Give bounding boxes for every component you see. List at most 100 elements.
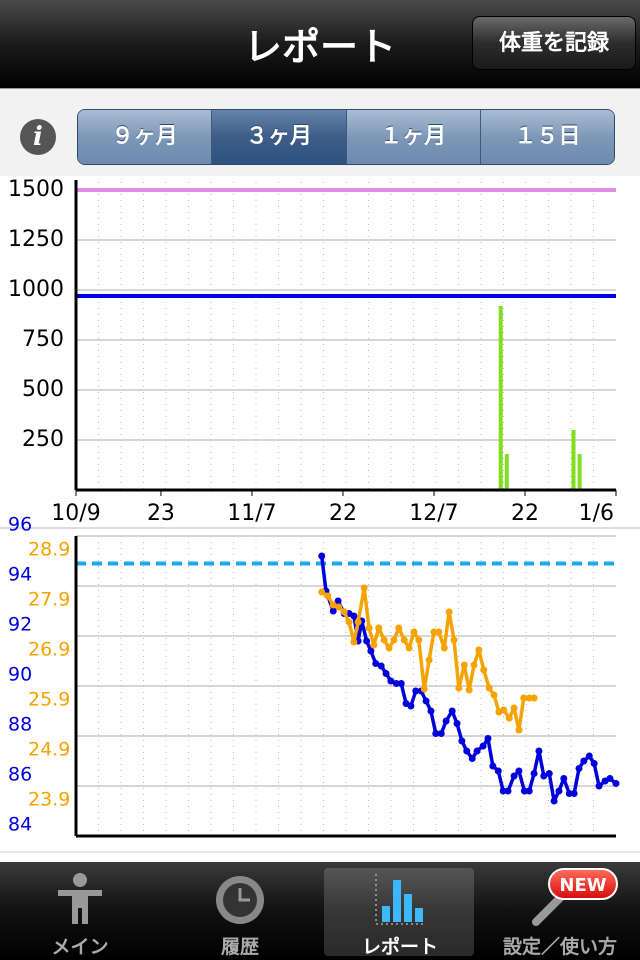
point — [470, 661, 478, 669]
period-segment: ９ヶ月 ３ヶ月 １ヶ月 １５日 — [77, 109, 615, 165]
point — [445, 608, 453, 616]
point — [410, 628, 418, 636]
point — [448, 707, 456, 715]
point — [322, 587, 330, 595]
point — [510, 772, 518, 780]
y2-tick-label: 24.9 — [28, 739, 70, 761]
segment[interactable]: １ヶ月 — [345, 110, 480, 164]
point — [415, 636, 423, 644]
point — [412, 687, 420, 695]
tab[interactable]: レポート — [320, 862, 480, 960]
point — [484, 735, 492, 742]
segment-bar: i ９ヶ月 ３ヶ月 １ヶ月 １５日 — [0, 88, 640, 176]
point — [525, 787, 533, 795]
new-badge: NEW — [548, 868, 618, 900]
point — [530, 694, 538, 702]
bar — [577, 454, 582, 490]
x-tick-label: 11/7 — [227, 501, 276, 526]
tab[interactable]: メイン — [0, 862, 160, 960]
point — [560, 775, 568, 782]
y-tick-label: 88 — [8, 714, 32, 736]
point — [520, 694, 528, 702]
y2-tick-label: 27.9 — [28, 589, 70, 611]
point — [395, 624, 403, 632]
point — [390, 636, 398, 644]
y-tick-label: 250 — [22, 427, 64, 452]
point — [435, 628, 443, 636]
segment[interactable]: ３ヶ月 — [211, 110, 346, 164]
point — [495, 708, 503, 716]
x-tick-label: 22 — [511, 501, 539, 526]
y-tick-label: 84 — [8, 814, 32, 836]
chart-background — [0, 176, 640, 862]
record-button[interactable]: 体重を記録 — [472, 16, 636, 70]
point — [463, 747, 471, 755]
point — [565, 790, 573, 797]
point — [612, 780, 620, 787]
point — [442, 717, 450, 725]
y-tick-label: 86 — [8, 764, 32, 786]
point — [318, 588, 326, 596]
point — [437, 730, 445, 737]
point — [340, 610, 348, 617]
point — [375, 624, 383, 632]
point — [417, 687, 425, 695]
point — [458, 737, 466, 745]
point — [595, 782, 603, 790]
y2-tick-label: 28.9 — [28, 539, 70, 561]
tab-icon — [216, 876, 264, 924]
point — [329, 607, 337, 615]
tab[interactable]: 履歴 — [160, 862, 320, 960]
y2-tick-label: 26.9 — [28, 639, 70, 661]
segment[interactable]: ９ヶ月 — [78, 110, 212, 164]
y-tick-label: 90 — [8, 664, 32, 686]
point — [365, 624, 373, 632]
point — [545, 770, 553, 777]
point — [350, 638, 358, 646]
point — [382, 670, 390, 677]
point — [505, 714, 513, 722]
y-tick-label: 1250 — [8, 227, 64, 252]
point — [420, 685, 428, 693]
tab-label: 履歴 — [220, 936, 259, 958]
info-button[interactable]: i — [20, 119, 56, 155]
point — [387, 677, 395, 685]
point — [354, 618, 362, 626]
point — [345, 610, 353, 617]
point — [550, 797, 558, 805]
point — [460, 661, 468, 669]
point — [479, 742, 487, 750]
tab-icon — [58, 873, 102, 924]
point — [380, 636, 388, 644]
point — [318, 552, 326, 560]
point — [494, 767, 502, 775]
point — [334, 597, 342, 605]
x-tick-label: 22 — [329, 501, 357, 526]
point — [329, 601, 337, 609]
segment[interactable]: １５日 — [479, 110, 614, 164]
point — [432, 730, 440, 737]
point — [354, 637, 362, 645]
point — [601, 777, 609, 785]
point — [335, 603, 343, 611]
point — [372, 660, 380, 667]
point — [407, 702, 415, 710]
tab-label: レポート — [361, 936, 438, 958]
point — [504, 787, 512, 795]
point — [540, 772, 548, 780]
point — [500, 706, 508, 714]
nav-bar: レポート 体重を記録 — [0, 0, 640, 88]
point — [367, 647, 375, 655]
point — [499, 787, 507, 795]
tab-label: メイン — [51, 936, 109, 958]
point — [422, 697, 430, 705]
y-tick-label: 750 — [22, 327, 64, 352]
point — [427, 707, 435, 715]
point — [340, 608, 348, 616]
point — [425, 656, 433, 664]
series-line — [320, 586, 535, 732]
point — [402, 700, 410, 707]
point — [465, 686, 473, 694]
